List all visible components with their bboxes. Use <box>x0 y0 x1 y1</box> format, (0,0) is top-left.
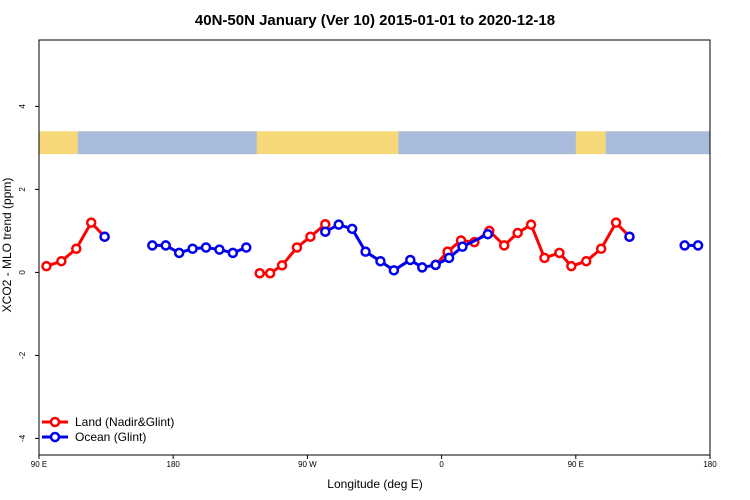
data-point <box>173 247 185 259</box>
ocean-band <box>77 131 257 155</box>
x-tick-label: 90 E <box>568 460 584 469</box>
data-point <box>443 252 455 264</box>
data-point <box>320 226 331 237</box>
data-point <box>160 240 171 251</box>
ocean-band <box>605 131 710 155</box>
data-point <box>416 262 428 273</box>
data-point <box>305 231 316 242</box>
data-point <box>679 240 690 251</box>
data-point <box>333 219 344 230</box>
legend-ocean-marker <box>49 431 61 443</box>
plot-frame <box>38 39 711 456</box>
y-axis: 4 2 0 -2 -4 <box>18 104 39 442</box>
data-point <box>375 255 386 267</box>
data-point <box>99 231 110 242</box>
data-point <box>554 247 565 259</box>
data-point <box>525 219 537 230</box>
data-point <box>85 217 97 228</box>
data-point <box>291 242 303 253</box>
legend-ocean-label: Ocean (Glint) <box>75 430 146 444</box>
data-point <box>595 243 607 254</box>
land-ocean-map-band <box>39 131 710 155</box>
data-point <box>71 243 82 254</box>
data-point <box>566 260 577 272</box>
data-point <box>41 260 52 272</box>
data-point <box>214 244 225 255</box>
legend-land-marker <box>49 416 61 428</box>
data-point <box>580 255 592 267</box>
x-tick-label: 90 W <box>298 460 317 469</box>
data-point <box>610 217 622 228</box>
data-point <box>405 254 416 266</box>
data-point <box>200 242 212 253</box>
data-point <box>264 267 276 279</box>
series-layer <box>41 217 704 279</box>
data-point <box>388 265 400 276</box>
series-land <box>41 217 635 279</box>
legend-land-label: Land (Nadir&Glint) <box>75 415 174 429</box>
x-tick-label: 180 <box>703 460 717 469</box>
y-tick-label: 0 <box>18 270 27 275</box>
y-axis-label: XCO2 - MLO trend (ppm) <box>0 178 14 313</box>
data-point <box>512 227 523 239</box>
data-point <box>539 252 550 264</box>
data-point <box>346 223 358 235</box>
data-point <box>56 255 67 267</box>
data-point <box>624 231 635 242</box>
x-tick-label: 0 <box>439 460 444 469</box>
x-tick-label: 180 <box>167 460 181 469</box>
ocean-band <box>398 131 576 155</box>
data-point <box>360 246 371 257</box>
y-tick-label: -2 <box>18 351 27 359</box>
data-point <box>187 243 198 254</box>
data-point <box>147 240 158 251</box>
data-point <box>482 228 494 240</box>
series-ocean <box>99 219 704 276</box>
data-point <box>692 240 704 251</box>
data-point <box>254 267 265 279</box>
y-tick-label: 2 <box>18 187 27 192</box>
y-tick-label: 4 <box>18 104 27 109</box>
x-tick-label: 90 E <box>31 460 47 469</box>
x-axis: 90 E 180 90 W 0 90 E 180 <box>31 455 717 469</box>
data-point <box>276 260 288 271</box>
x-axis-label: Longitude (deg E) <box>327 477 422 491</box>
y-tick-label: -4 <box>18 434 27 442</box>
legend: Land (Nadir&Glint) Ocean (Glint) <box>42 415 174 444</box>
data-point <box>241 242 252 253</box>
chart-title: 40N-50N January (Ver 10) 2015-01-01 to 2… <box>195 12 555 29</box>
data-point <box>457 241 468 252</box>
data-point <box>227 247 239 259</box>
data-point <box>498 240 510 251</box>
data-point <box>430 259 441 271</box>
